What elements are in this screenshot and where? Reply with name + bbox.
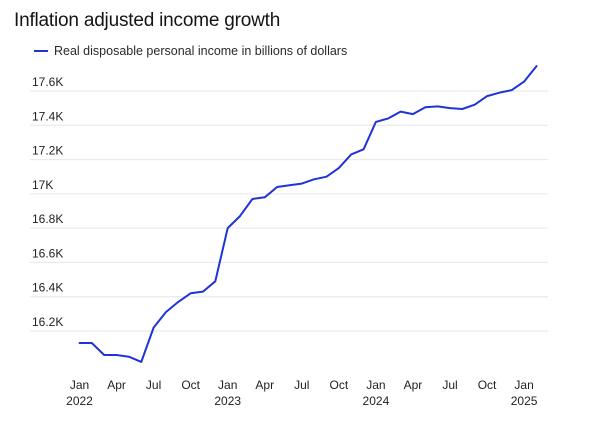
y-tick-label: 16.6K [32, 246, 63, 260]
x-tick-year-label: 2022 [66, 394, 93, 408]
series-line-0 [78, 65, 538, 363]
x-tick-label: Jul [146, 378, 161, 392]
x-tick-label: Jul [442, 378, 457, 392]
legend: Real disposable personal income in billi… [34, 44, 347, 58]
x-tick-label: Jan [218, 378, 237, 392]
x-tick-label: Jan [70, 378, 89, 392]
x-tick-label: Apr [404, 378, 423, 392]
y-tick-label: 17K [32, 178, 53, 192]
legend-label: Real disposable personal income in billi… [54, 44, 348, 58]
legend-swatch [34, 50, 48, 52]
y-tick-label: 17.2K [32, 144, 63, 158]
x-tick-label: Jan [514, 378, 533, 392]
x-tick-year-label: 2025 [511, 394, 538, 408]
y-tick-label: 16.2K [32, 315, 63, 329]
series [78, 65, 538, 363]
y-tick-label: 16.4K [32, 281, 63, 295]
x-tick-label: Apr [255, 378, 274, 392]
chart-title: Inflation adjusted income growth [14, 10, 281, 31]
y-tick-label: 17.6K [32, 75, 63, 89]
grid [30, 90, 548, 332]
x-tick-label: Jul [294, 378, 309, 392]
x-tick-label: Jan [366, 378, 385, 392]
x-axis: Jan 2022 Apr Jul Oct Jan 2023 Apr Jul Oct Jan 2024 A… [66, 378, 538, 408]
x-tick-label: Oct [181, 378, 200, 392]
x-tick-year-label: 2024 [363, 394, 390, 408]
x-tick-label: Apr [107, 378, 126, 392]
x-tick-label: Oct [478, 378, 497, 392]
x-tick-year-label: 2023 [214, 394, 241, 408]
y-axis: 16.2K 16.4K 16.6K 16.8K 17K 17.2K 17.4K 17.6K [32, 75, 63, 329]
y-tick-label: 16.8K [32, 212, 63, 226]
y-tick-label: 17.4K [32, 109, 63, 123]
x-tick-label: Oct [330, 378, 349, 392]
